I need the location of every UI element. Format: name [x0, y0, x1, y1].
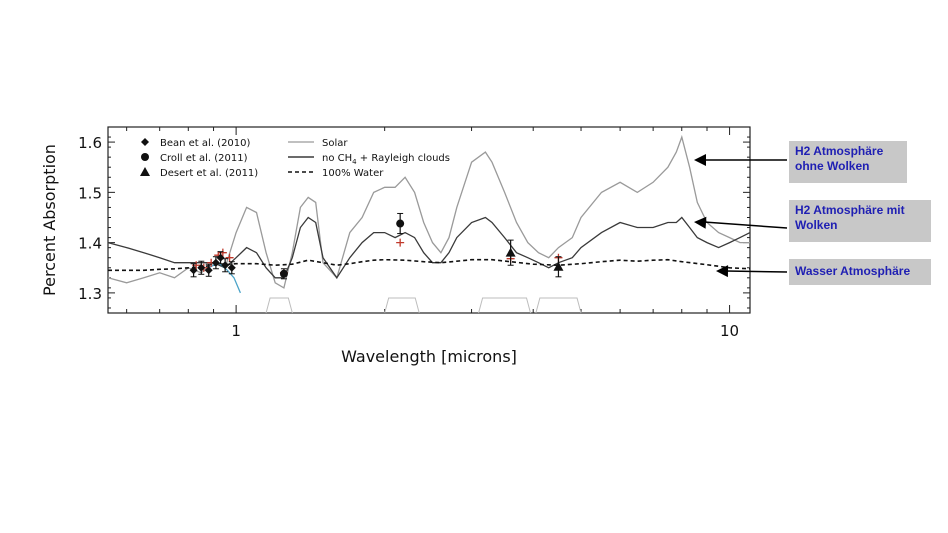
x-tick-label: 10 — [720, 322, 739, 340]
legend-symbol-diamond — [141, 138, 149, 146]
legend-noch4-main: no CH — [322, 153, 352, 164]
annotation-h2-clouds-line1: H2 Atmosphäre mit — [795, 203, 905, 217]
data-point-diamond — [227, 263, 236, 272]
y-axis-label: Percent Absorption — [40, 144, 59, 296]
annotation-arrows — [694, 154, 788, 278]
series-line-no-ch4-rayleigh-clouds — [107, 216, 751, 279]
annotation-water-line1: Wasser Atmosphäre — [795, 264, 911, 278]
plot-area: 1.3 1.4 1.5 1.6 1 10 — [78, 126, 751, 340]
annotation-arrow-line — [725, 270, 788, 273]
y-tick-label: 1.3 — [78, 285, 102, 303]
legend-symbol-circle — [141, 153, 149, 161]
y-tick-label: 1.4 — [78, 235, 102, 253]
y-tick-label: 1.6 — [78, 134, 102, 152]
plot-frame — [107, 126, 751, 314]
data-point-diamond — [204, 266, 213, 275]
legend-label-bean: Bean et al. (2010) — [160, 138, 251, 149]
legend: Bean et al. (2010) Croll et al. (2011) D… — [140, 138, 450, 179]
legend-symbol-triangle — [140, 167, 150, 176]
series-line-100-water — [108, 258, 751, 272]
x-axis-label: Wavelength [microns] — [341, 347, 517, 366]
annotation-arrow-head — [716, 265, 729, 278]
filter-bandpass — [265, 297, 293, 314]
data-point-triangle — [505, 247, 516, 257]
data-point-diamond — [216, 253, 225, 262]
legend-noch4-sub: 4 — [352, 158, 357, 166]
annotation-h2-no-clouds: H2 Atmosphäre ohne Wolken — [789, 141, 907, 183]
filter-bandpass — [384, 297, 420, 314]
legend-label-water: 100% Water — [322, 168, 384, 179]
legend-label-desert: Desert et al. (2011) — [160, 168, 258, 179]
annotation-water: Wasser Atmosphäre — [789, 259, 931, 285]
data-point-triangle — [553, 261, 564, 271]
data-point-diamond — [221, 261, 230, 270]
filter-bandpass — [478, 297, 531, 314]
filter-bandpass — [535, 297, 582, 314]
annotation-h2-clouds: H2 Atmosphäre mit Wolken — [789, 200, 931, 242]
x-tick-label: 1 — [231, 322, 241, 340]
data-point-diamond — [189, 266, 198, 275]
data-point-diamond — [211, 258, 220, 267]
data-point-circle — [396, 219, 405, 228]
legend-noch4-rest: + Rayleigh clouds — [357, 153, 450, 164]
legend-label-noch4: no CH4 + Rayleigh clouds — [322, 153, 450, 166]
annotation-h2-no-clouds-line2: ohne Wolken — [795, 159, 870, 173]
model-fit-point — [225, 253, 234, 262]
annotation-h2-no-clouds-line1: H2 Atmosphäre — [795, 144, 884, 158]
annotation-arrow-line — [703, 221, 788, 229]
legend-label-solar: Solar — [322, 138, 348, 149]
data-point-circle — [279, 269, 288, 278]
annotation-arrow-head — [694, 216, 707, 229]
y-tick-label: 1.5 — [78, 184, 102, 202]
legend-label-croll: Croll et al. (2011) — [160, 153, 248, 164]
model-fit-point — [396, 238, 405, 247]
annotation-arrow-head — [694, 154, 706, 166]
annotation-h2-clouds-line2: Wolken — [795, 218, 838, 232]
series-line-solar — [107, 134, 750, 289]
data-point-diamond — [197, 263, 206, 272]
